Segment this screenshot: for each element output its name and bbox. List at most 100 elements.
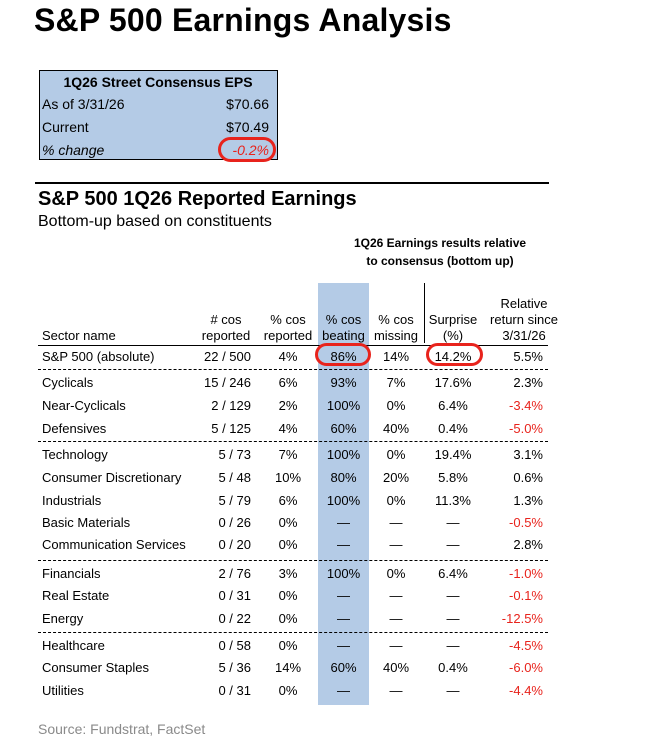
header-line: Relative — [500, 296, 548, 311]
header-line: (%) — [442, 328, 464, 343]
cell-miss: — — [389, 611, 403, 626]
table-row: Near-Cyclicals 2 / 129 2% 100% 0% 6.4% -3.4% — [0, 396, 647, 416]
cell-pct: 7% — [278, 447, 298, 462]
header-line: % cos — [270, 312, 306, 327]
cell-reported: 0 / 26 — [218, 515, 251, 530]
cell-beat: — — [337, 611, 350, 626]
cell-ret: -6.0% — [509, 660, 543, 675]
cell-beat: — — [337, 683, 350, 698]
cell-beat: 100% — [326, 493, 361, 508]
cell-miss: 0% — [386, 447, 406, 462]
cell-miss: — — [389, 588, 403, 603]
cell-reported: 5 / 36 — [218, 660, 251, 675]
cell-name: Real Estate — [42, 588, 110, 603]
cell-ret: -3.4% — [509, 398, 543, 413]
table-row: Energy 0 / 22 0% — — — -12.5% — [0, 609, 647, 629]
cell-pct: 0% — [278, 588, 298, 603]
cell-reported: 5 / 48 — [218, 470, 251, 485]
header-pct-reported: % cos reported — [258, 312, 318, 344]
table-rule — [38, 632, 548, 633]
cell-reported: 22 / 500 — [204, 349, 251, 364]
cell-pct: 6% — [278, 375, 298, 390]
cell-miss: 0% — [386, 493, 406, 508]
header-surprise: Surprise (%) — [425, 312, 481, 344]
cell-reported: 5 / 73 — [218, 447, 251, 462]
header-beating: % cos beating — [318, 312, 369, 344]
cell-surp: — — [446, 611, 460, 626]
header-line: return since — [490, 312, 558, 327]
consensus-label: Current — [42, 119, 89, 135]
table-row: Financials 2 / 76 3% 100% 0% 6.4% -1.0% — [0, 564, 647, 584]
cell-ret: 1.3% — [513, 493, 543, 508]
cell-reported: 5 / 125 — [211, 421, 251, 436]
cell-ret: -0.5% — [509, 515, 543, 530]
cell-pct: 4% — [278, 349, 298, 364]
section-title: S&P 500 1Q26 Reported Earnings — [38, 188, 357, 210]
table-row: Industrials 5 / 79 6% 100% 0% 11.3% 1.3% — [0, 491, 647, 511]
table-row: Utilities 0 / 31 0% — — — -4.4% — [0, 681, 647, 701]
cell-reported: 2 / 129 — [211, 398, 251, 413]
section-divider — [35, 182, 549, 184]
header-relative-return: Relative return since 3/31/26 — [484, 296, 564, 344]
cell-ret: 2.8% — [513, 537, 543, 552]
cell-ret: -0.1% — [509, 588, 543, 603]
cell-ret: 0.6% — [513, 470, 543, 485]
table-row: Healthcare 0 / 58 0% — — — -4.5% — [0, 636, 647, 656]
header-line: Surprise — [428, 312, 478, 327]
cell-name: Defensives — [42, 421, 107, 436]
cell-pct: 10% — [274, 470, 302, 485]
cell-ret: -4.5% — [509, 638, 543, 653]
cell-ret: -5.0% — [509, 421, 543, 436]
cell-name: Communication Services — [42, 537, 186, 552]
table-rule — [38, 560, 548, 561]
table-row: Consumer Discretionary 5 / 48 10% 80% 20% 5.8… — [0, 468, 647, 488]
cell-miss: 0% — [386, 566, 406, 581]
cell-miss: — — [389, 537, 403, 552]
cell-reported: 0 / 31 — [218, 683, 251, 698]
table-row: S&P 500 (absolute) 22 / 500 4% 86% 14% 14.2% 5… — [0, 347, 647, 367]
consensus-change-value: -0.2% — [232, 142, 269, 158]
cell-beat: 86% — [330, 349, 357, 364]
consensus-value: $70.66 — [226, 96, 269, 112]
cell-beat: 60% — [330, 660, 357, 675]
header-line: 3/31/26 — [502, 328, 546, 343]
cell-pct: 0% — [278, 515, 298, 530]
cell-surp: — — [446, 537, 460, 552]
highlight-oval-change — [218, 137, 276, 162]
cell-name: Cyclicals — [42, 375, 94, 390]
cell-beat: 93% — [330, 375, 357, 390]
cell-beat: — — [337, 515, 350, 530]
header-line: % cos — [325, 312, 362, 327]
cell-ret: -1.0% — [509, 566, 543, 581]
cell-pct: 3% — [278, 566, 298, 581]
table-rule — [38, 441, 548, 442]
cell-surp: 5.8% — [438, 470, 468, 485]
cell-beat: — — [337, 588, 350, 603]
cell-pct: 4% — [278, 421, 298, 436]
cell-ret: 2.3% — [513, 375, 543, 390]
cell-name: Industrials — [42, 493, 102, 508]
header-line: reported — [201, 328, 251, 343]
cell-pct: 14% — [274, 660, 302, 675]
table-row: Consumer Staples 5 / 36 14% 60% 40% 0.4% -6.0% — [0, 658, 647, 678]
table-rule — [38, 369, 548, 370]
cell-reported: 0 / 31 — [218, 588, 251, 603]
highlight-oval-surprise — [426, 343, 483, 366]
table-row: Real Estate 0 / 31 0% — — — -0.1% — [0, 586, 647, 606]
cell-surp: 19.4% — [434, 447, 472, 462]
cell-name: S&P 500 (absolute) — [42, 349, 155, 364]
cell-ret: 3.1% — [513, 447, 543, 462]
consensus-eps-box: 1Q26 Street Consensus EPS As of 3/31/26 … — [39, 70, 278, 160]
table-row: Defensives 5 / 125 4% 60% 40% 0.4% -5.0% — [0, 419, 647, 439]
cell-beat: — — [337, 537, 350, 552]
table-rule — [38, 345, 548, 346]
header-line: # cos — [210, 312, 242, 327]
cell-miss: — — [389, 683, 403, 698]
cell-reported: 0 / 20 — [218, 537, 251, 552]
cell-pct: 0% — [278, 611, 298, 626]
source-note: Source: Fundstrat, FactSet — [38, 721, 206, 737]
cell-reported: 2 / 76 — [218, 566, 251, 581]
cell-miss: 14% — [382, 349, 410, 364]
column-divider — [424, 283, 425, 343]
cell-surp: 0.4% — [438, 660, 468, 675]
